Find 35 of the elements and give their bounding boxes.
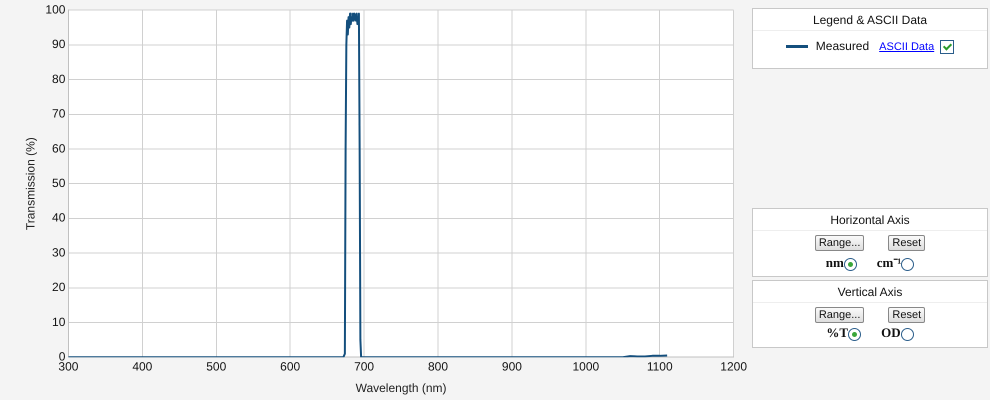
x-tick-label: 500	[206, 360, 227, 374]
legend-title: Legend & ASCII Data	[753, 9, 987, 31]
y-tick-label: 50	[52, 176, 66, 190]
text: Reset	[888, 307, 926, 323]
y-tick-label: 30	[52, 245, 66, 260]
y-axis-title: Transmission (%)	[24, 137, 38, 230]
y-tick-label: 90	[52, 37, 66, 52]
text: ASCII Data	[879, 41, 934, 53]
x-tick-label: 1200	[720, 360, 748, 374]
x-tick-label: 900	[502, 360, 522, 374]
text: Range...	[814, 235, 864, 251]
text: nm	[826, 255, 844, 270]
y-tick-label: 80	[52, 72, 66, 86]
text: cm⁻¹	[876, 255, 902, 270]
text: OD	[881, 325, 901, 340]
y-tick-label: 20	[52, 280, 66, 294]
y-tick-label: 40	[52, 210, 66, 225]
y-tick-label: 60	[52, 141, 66, 156]
text: Horizontal Axis	[753, 209, 987, 231]
x-tick-label: 600	[280, 360, 300, 374]
x-tick-label: 700	[354, 360, 374, 374]
x-tick-label: 400	[132, 360, 153, 374]
text: Range...	[814, 307, 864, 323]
x-axis-title: Wavelength (nm)	[356, 381, 446, 396]
text: Reset	[888, 235, 926, 251]
x-tick-label: 800	[428, 360, 448, 374]
text: %T	[826, 325, 848, 340]
y-tick-label: 10	[52, 314, 66, 329]
x-tick-label: 300	[58, 360, 79, 374]
x-tick-label: 1000	[572, 360, 600, 374]
y-tick-label: 100	[45, 2, 66, 17]
y-tick-label: 70	[52, 106, 66, 121]
legend-label: Measured	[816, 39, 870, 53]
text: Vertical Axis	[753, 281, 987, 303]
x-tick-label: 1100	[646, 360, 673, 374]
